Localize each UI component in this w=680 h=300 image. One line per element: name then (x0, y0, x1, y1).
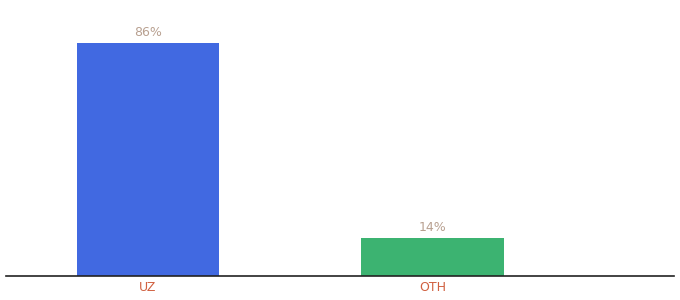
Bar (77, 44, 219, 276)
Text: 14%: 14% (419, 221, 446, 234)
Text: 86%: 86% (134, 26, 162, 39)
Bar (361, 238, 504, 276)
